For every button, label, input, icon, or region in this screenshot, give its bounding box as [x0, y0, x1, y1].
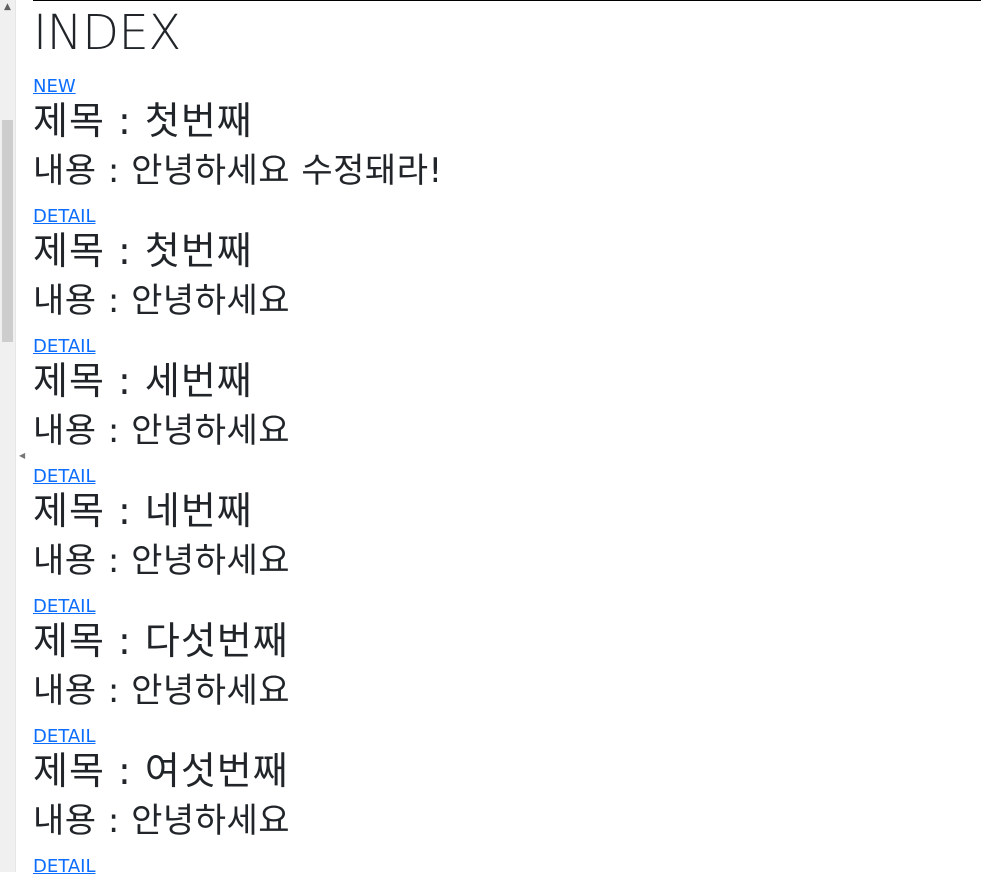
main-content: INDEX NEW 제목 : 첫번째 내용 : 안녕하세요 수정돼라! DETA… [33, 4, 973, 878]
top-border [33, 0, 981, 1]
post-content: 내용 : 안녕하세요 [33, 671, 291, 711]
post-title: 제목 : 다섯번째 [33, 619, 289, 663]
post-item: 제목 : 세번째 내용 : 안녕하세요 DETAIL [33, 358, 973, 488]
post-item: 제목 : 첫번째 내용 : 안녕하세요 DETAIL [33, 228, 973, 358]
post-detail-link[interactable]: DETAIL [33, 726, 96, 747]
post-title: 제목 : 첫번째 [33, 99, 253, 143]
post-detail-link[interactable]: DETAIL [33, 856, 96, 877]
post-content: 내용 : 안녕하세요 [33, 281, 291, 321]
post-content: 내용 : 안녕하세요 수정돼라! [33, 151, 443, 191]
post-content: 내용 : 안녕하세요 [33, 801, 291, 841]
post-item: 제목 : 첫번째 내용 : 안녕하세요 수정돼라! DETAIL [33, 98, 973, 228]
vertical-scrollbar[interactable]: ▲ [0, 0, 16, 872]
new-post-link[interactable]: NEW [33, 76, 76, 97]
page-title: INDEX [33, 5, 181, 61]
scroll-up-arrow-icon[interactable]: ▲ [4, 2, 11, 12]
post-item: 제목 : 네번째 내용 : 안녕하세요 DETAIL [33, 488, 973, 618]
post-detail-link[interactable]: DETAIL [33, 206, 96, 227]
post-title: 제목 : 여섯번째 [33, 749, 289, 793]
post-title: 제목 : 세번째 [33, 359, 253, 403]
post-title: 제목 : 네번째 [33, 489, 253, 533]
post-title: 제목 : 첫번째 [33, 229, 253, 273]
post-detail-link[interactable]: DETAIL [33, 596, 96, 617]
scroll-thumb[interactable] [2, 120, 13, 342]
post-detail-link[interactable]: DETAIL [33, 466, 96, 487]
post-content: 내용 : 안녕하세요 [33, 411, 291, 451]
collapse-left-arrow-icon[interactable]: ◀ [19, 451, 26, 460]
post-detail-link[interactable]: DETAIL [33, 336, 96, 357]
post-content: 내용 : 안녕하세요 [33, 541, 291, 581]
post-item: 제목 : 다섯번째 내용 : 안녕하세요 DETAIL [33, 618, 973, 748]
post-item: 제목 : 여섯번째 내용 : 안녕하세요 DETAIL [33, 748, 973, 878]
